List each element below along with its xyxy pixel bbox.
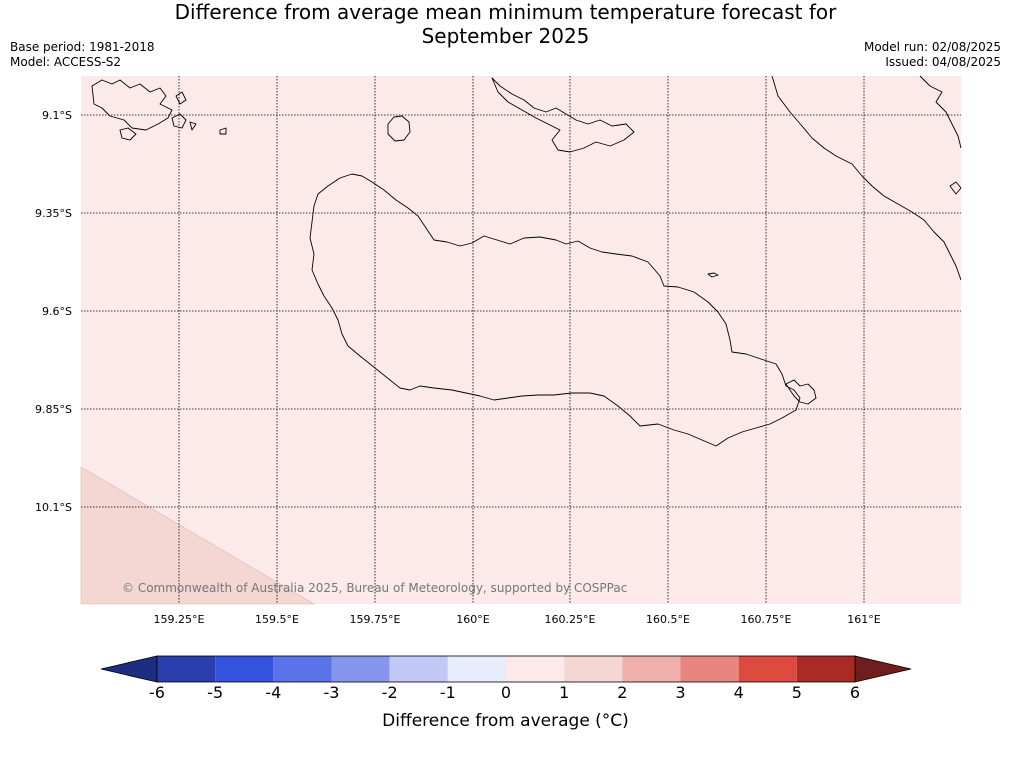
coastline-small-islet [707, 272, 719, 278]
model-name: Model: ACCESS-S2 [10, 55, 122, 69]
lon-tick-label: 159.5°E [255, 613, 299, 626]
graticule [81, 76, 961, 604]
title-line-2: September 2025 [421, 24, 590, 48]
map-background [81, 76, 961, 604]
base-period: Base period: 1981-2018 [10, 40, 155, 54]
lon-tick-label: 159.25°E [153, 613, 205, 626]
colorbar-bin [564, 656, 623, 682]
title-line-1: Difference from average mean minimum tem… [174, 0, 837, 24]
lat-tick-label: 9.85°S [35, 403, 72, 416]
coastline-malaita-north [919, 75, 962, 149]
colorbar-bin [506, 656, 565, 682]
colorbar-tick-label: 6 [849, 683, 861, 702]
coastline-malaita [771, 75, 962, 281]
meta-left: Base period: 1981-2018 Model: ACCESS-S2 [10, 40, 155, 70]
colorbar-tick-label: 3 [675, 683, 686, 702]
colorbar-bin [738, 656, 797, 682]
lat-tick-label: 9.35°S [35, 207, 72, 220]
colorbar-label: Difference from average (°C) [382, 711, 629, 731]
lon-tick-label: 160°E [456, 613, 490, 626]
colorbar-tick-label: -5 [207, 683, 224, 702]
coastline-russell-islet-c [175, 91, 187, 105]
colorbar-bin [273, 656, 332, 682]
coastline-russell-islet-e [219, 127, 227, 135]
lon-tick-label: 160.25°E [544, 613, 596, 626]
lat-tick-label: 10.1°S [35, 501, 72, 514]
chart-title: Difference from average mean minimum tem… [0, 0, 1011, 48]
colorbar-bin [389, 656, 448, 682]
coastline-malaita-islet [949, 181, 962, 195]
coastlines [91, 75, 962, 447]
colorbar-tick-label: -4 [265, 683, 282, 702]
colorbar-tick-label: 0 [500, 683, 512, 702]
lat-tick-label: 9.1°S [42, 109, 72, 122]
colorbar-tick-label: 5 [791, 683, 802, 702]
issued-date: Issued: 04/08/2025 [885, 55, 1001, 69]
colorbar-tick-label: -1 [439, 683, 456, 702]
coastline-russell-islet-a [119, 127, 137, 141]
colorbar-tick-label: 2 [617, 683, 628, 702]
colorbar-frame [156, 655, 856, 683]
colorbar-bin [680, 656, 739, 682]
lat-tick-label: 9.6°S [42, 305, 72, 318]
colorbar-tick-label: -6 [149, 683, 165, 702]
colorbar-tick-label: -3 [323, 683, 340, 702]
coastline-russell-islands [91, 79, 173, 131]
colorbar-bin [157, 656, 216, 682]
colorbar-bin [796, 656, 855, 682]
lon-tick-label: 160.5°E [646, 613, 690, 626]
colorbar-extend-high [854, 655, 912, 683]
warm-anomaly-region [80, 466, 316, 605]
coastline-marau-islets [785, 379, 817, 405]
colorbar-tick-label: 4 [733, 683, 744, 702]
coastline-savo [387, 115, 411, 142]
copyright-notice: © Commonwealth of Australia 2025, Bureau… [122, 581, 628, 595]
colorbar-bin [331, 656, 390, 682]
colorbar-tick-label: -2 [381, 683, 398, 702]
lon-tick-label: 159.75°E [349, 613, 401, 626]
lon-tick-label: 161°E [847, 613, 881, 626]
lon-tick-label: 160.75°E [740, 613, 792, 626]
coastline-guadalcanal [309, 173, 801, 447]
meta-right: Model run: 02/08/2025 Issued: 04/08/2025 [864, 40, 1001, 70]
model-run: Model run: 02/08/2025 [863, 40, 1001, 54]
colorbar-tick-label: 1 [559, 683, 570, 702]
colorbar-bin [215, 656, 274, 682]
coastline-russell-islet-b [171, 113, 187, 129]
colorbar-bin [447, 656, 506, 682]
coastline-florida-islands [491, 77, 635, 153]
coastline-russell-islet-d [189, 121, 197, 131]
colorbar-bin [622, 656, 681, 682]
colorbar-extend-low [100, 655, 158, 683]
